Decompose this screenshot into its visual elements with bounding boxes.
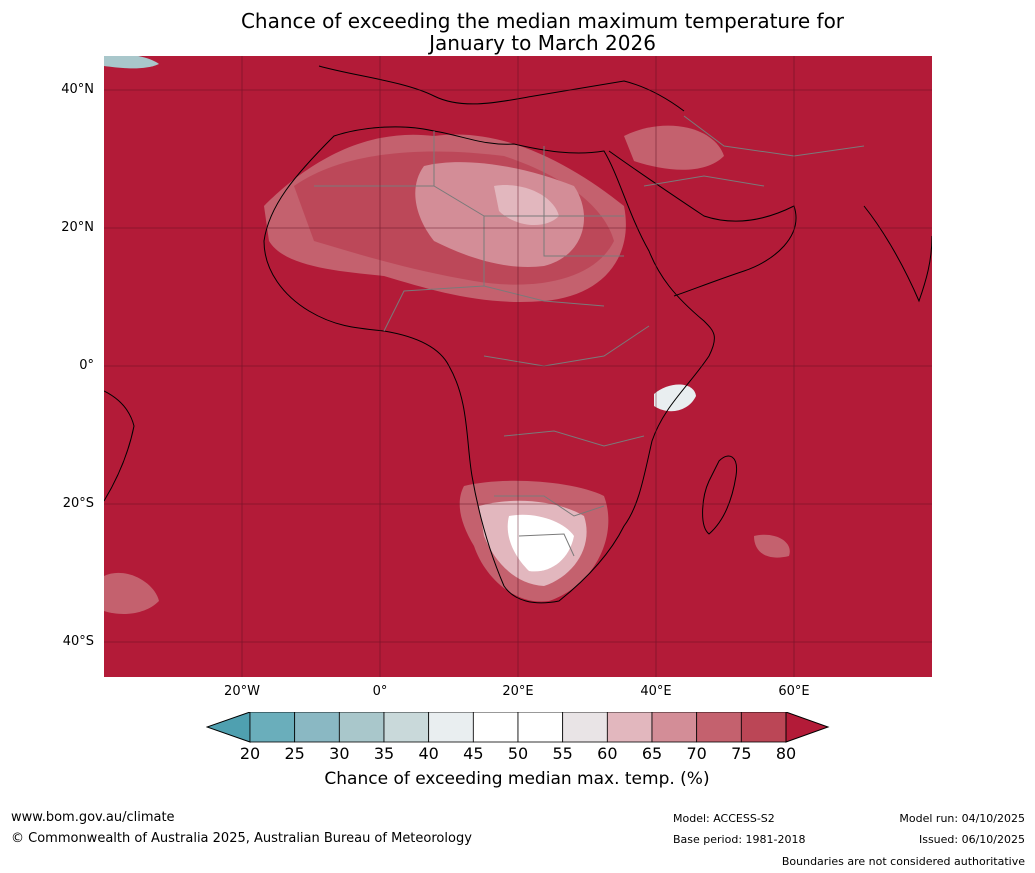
footer-issued: Issued: 06/10/2025 bbox=[918, 833, 1025, 846]
colorbar-tick-label: 75 bbox=[731, 744, 752, 763]
lat-label-40n: 40°N bbox=[61, 82, 94, 97]
colorbar-bin bbox=[383, 712, 430, 743]
forecast-map bbox=[104, 56, 932, 677]
colorbar-bin bbox=[606, 712, 653, 743]
footer-base-period: Base period: 1981-2018 bbox=[673, 833, 806, 846]
map-title: Chance of exceeding the median maximum t… bbox=[0, 10, 1035, 54]
map-canvas bbox=[104, 56, 932, 677]
colorbar-bin bbox=[472, 712, 519, 743]
footer-disclaimer: Boundaries are not considered authoritat… bbox=[781, 855, 1025, 868]
title-line-2: January to March 2026 bbox=[429, 31, 656, 55]
colorbar-tick-label: 25 bbox=[284, 744, 305, 763]
colorbar-tick-label: 35 bbox=[373, 744, 395, 763]
colorbar-tick-label: 30 bbox=[329, 744, 350, 763]
south-america-coastline bbox=[104, 390, 135, 502]
footer-url[interactable]: www.bom.gov.au/climate bbox=[11, 810, 175, 825]
colorbar-tick-label: 50 bbox=[507, 744, 529, 763]
lon-label-20e: 20°E bbox=[502, 684, 534, 699]
east-africa-patch bbox=[654, 384, 696, 412]
colorbar-bin bbox=[294, 712, 340, 743]
india-coastline bbox=[863, 205, 932, 303]
colorbar-tick-label: 60 bbox=[597, 744, 618, 763]
southern-africa-50-region bbox=[507, 514, 574, 572]
colorbar-arrow-low bbox=[206, 712, 251, 743]
sahara-60-patch bbox=[494, 185, 559, 226]
lat-label-0: 0° bbox=[79, 358, 94, 373]
colorbar-bin bbox=[651, 712, 698, 743]
madagascar-coastline bbox=[702, 455, 738, 535]
country-borders bbox=[314, 115, 865, 557]
title-line-1: Chance of exceeding the median maximum t… bbox=[240, 9, 845, 33]
colorbar-tick-label: 45 bbox=[463, 744, 484, 763]
lon-label-40e: 40°E bbox=[640, 684, 672, 699]
lat-label-40s: 40°S bbox=[62, 634, 94, 649]
lat-label-20s: 20°S bbox=[62, 496, 94, 511]
colorbar-bin bbox=[740, 712, 787, 743]
colorbar-tick-label: 80 bbox=[775, 744, 797, 763]
colorbar-bin bbox=[338, 712, 385, 743]
lon-label-60e: 60°E bbox=[778, 684, 810, 699]
colorbar-bin bbox=[249, 712, 296, 743]
lat-label-20n: 20°N bbox=[61, 220, 94, 235]
graticule bbox=[104, 56, 932, 677]
colorbar-arrow-high bbox=[785, 712, 830, 743]
colorbar-tick-label: 70 bbox=[686, 744, 707, 763]
middle-east-70-region bbox=[624, 125, 724, 170]
colorbar-tick-label: 65 bbox=[641, 744, 663, 763]
sahara-65-region bbox=[415, 162, 584, 267]
indian-ocean-patch bbox=[754, 534, 790, 558]
footer-model-run: Model run: 04/10/2025 bbox=[899, 812, 1025, 825]
footer-model: Model: ACCESS-S2 bbox=[673, 812, 775, 825]
colorbar bbox=[206, 712, 830, 743]
atlantic-patch-1 bbox=[104, 572, 159, 614]
lon-label-0: 0° bbox=[372, 684, 388, 699]
colorbar-tick-label: 20 bbox=[239, 744, 261, 763]
lon-label-20w: 20°W bbox=[224, 684, 260, 699]
colorbar-bin bbox=[428, 712, 474, 743]
colorbar-tick-label: 40 bbox=[418, 744, 439, 763]
africa-coastline bbox=[263, 126, 715, 604]
footer-copyright: © Commonwealth of Australia 2025, Austra… bbox=[11, 831, 472, 846]
arabia-coastline bbox=[608, 150, 797, 297]
atlantic-patch-2 bbox=[104, 56, 159, 69]
colorbar-bin bbox=[517, 712, 564, 743]
colorbar-label: Chance of exceeding median max. temp. (%… bbox=[324, 769, 710, 789]
colorbar-bin bbox=[562, 712, 608, 743]
colorbar-tick-label: 55 bbox=[552, 744, 573, 763]
europe-coastline bbox=[318, 65, 685, 112]
colorbar-bin bbox=[696, 712, 742, 743]
